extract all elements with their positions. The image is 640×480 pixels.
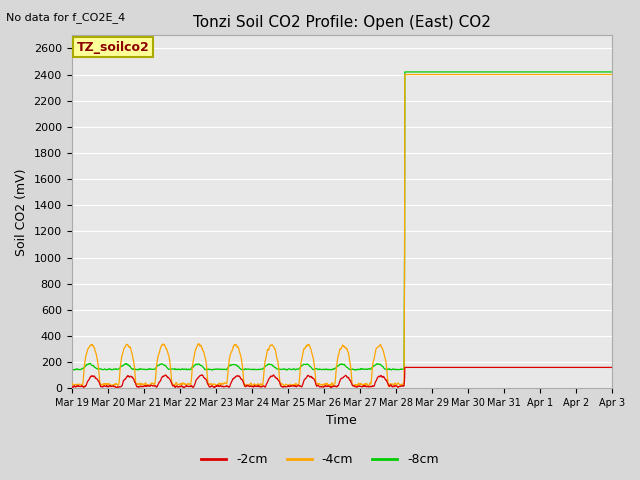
X-axis label: Time: Time bbox=[326, 414, 357, 427]
Text: TZ_soilco2: TZ_soilco2 bbox=[77, 41, 150, 54]
Y-axis label: Soil CO2 (mV): Soil CO2 (mV) bbox=[15, 168, 28, 255]
Legend: -2cm, -4cm, -8cm: -2cm, -4cm, -8cm bbox=[196, 448, 444, 471]
Text: No data for f_CO2E_4: No data for f_CO2E_4 bbox=[6, 12, 125, 23]
Title: Tonzi Soil CO2 Profile: Open (East) CO2: Tonzi Soil CO2 Profile: Open (East) CO2 bbox=[193, 15, 491, 30]
